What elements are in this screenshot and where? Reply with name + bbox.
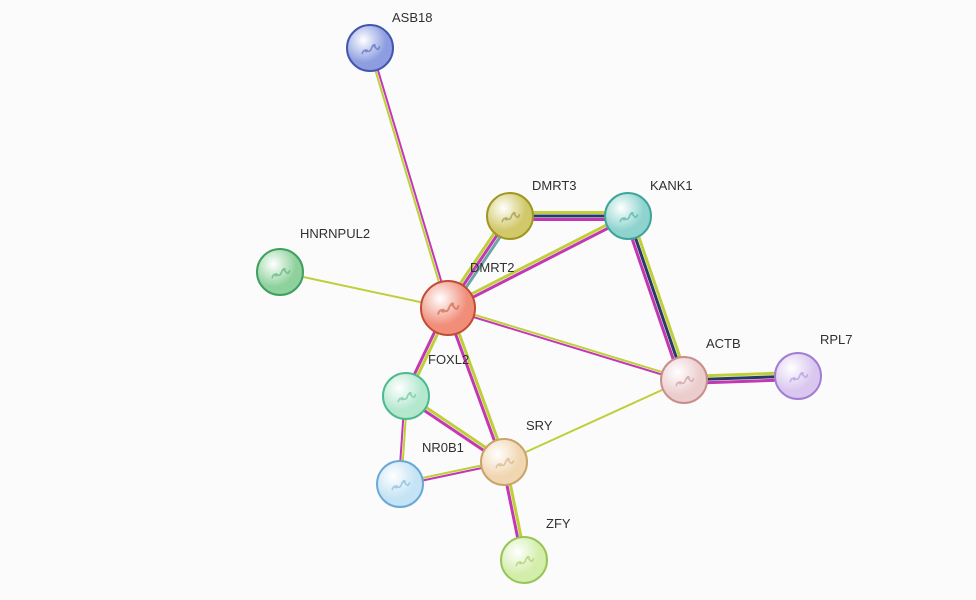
node-DMRT3[interactable]: DMRT3 (486, 192, 534, 240)
node-circle[interactable] (376, 460, 424, 508)
node-circle[interactable] (382, 372, 430, 420)
node-label: DMRT2 (470, 260, 515, 275)
node-circle[interactable] (660, 356, 708, 404)
node-circle[interactable] (486, 192, 534, 240)
node-label: SRY (526, 418, 553, 433)
protein-structure-icon (387, 471, 413, 497)
node-label: FOXL2 (428, 352, 469, 367)
protein-structure-icon (511, 547, 537, 573)
protein-structure-icon (357, 35, 383, 61)
protein-structure-icon (393, 383, 419, 409)
node-FOXL2[interactable]: FOXL2 (382, 372, 430, 420)
node-ACTB[interactable]: ACTB (660, 356, 708, 404)
node-label: ZFY (546, 516, 571, 531)
node-label: DMRT3 (532, 178, 577, 193)
node-circle[interactable] (256, 248, 304, 296)
node-label: ASB18 (392, 10, 432, 25)
node-DMRT2[interactable]: DMRT2 (420, 280, 476, 336)
node-label: ACTB (706, 336, 741, 351)
node-circle[interactable] (774, 352, 822, 400)
protein-structure-icon (267, 259, 293, 285)
node-label: RPL7 (820, 332, 853, 347)
node-circle[interactable] (604, 192, 652, 240)
protein-structure-icon (785, 363, 811, 389)
protein-structure-icon (671, 367, 697, 393)
node-HNRNPUL2[interactable]: HNRNPUL2 (256, 248, 304, 296)
node-label: KANK1 (650, 178, 693, 193)
node-label: HNRNPUL2 (300, 226, 370, 241)
node-SRY[interactable]: SRY (480, 438, 528, 486)
node-label: NR0B1 (422, 440, 464, 455)
node-ASB18[interactable]: ASB18 (346, 24, 394, 72)
node-circle[interactable] (346, 24, 394, 72)
protein-structure-icon (615, 203, 641, 229)
node-circle[interactable] (420, 280, 476, 336)
node-circle[interactable] (500, 536, 548, 584)
protein-structure-icon (432, 292, 463, 323)
node-ZFY[interactable]: ZFY (500, 536, 548, 584)
protein-structure-icon (491, 449, 517, 475)
node-KANK1[interactable]: KANK1 (604, 192, 652, 240)
node-RPL7[interactable]: RPL7 (774, 352, 822, 400)
network-nodes-layer: ASB18 HNRNPUL2 DMRT3 KANK1 DMRT2 FOXL2 NR0B1 SR… (0, 0, 976, 600)
node-NR0B1[interactable]: NR0B1 (376, 460, 424, 508)
node-circle[interactable] (480, 438, 528, 486)
protein-structure-icon (497, 203, 523, 229)
